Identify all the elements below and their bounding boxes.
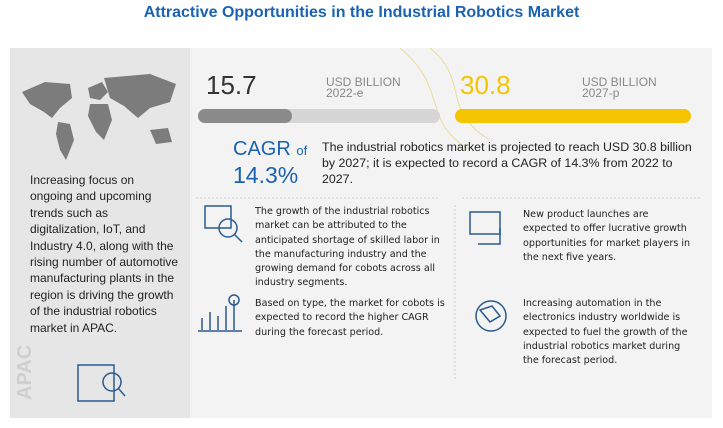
cagr-value: 14.3%	[233, 162, 299, 188]
world-map	[22, 74, 176, 160]
cagr-of: of	[296, 143, 308, 158]
cagr-text: The industrial robotics market is projec…	[322, 140, 692, 186]
region-label: APAC	[14, 344, 36, 400]
stat-unit: USD BILLION	[582, 75, 657, 89]
title: Attractive Opportunities in the Industri…	[143, 4, 580, 21]
point-text: Based on type, the market for cobots is …	[255, 298, 445, 338]
point-text: The growth of the industrial robotics ma…	[255, 206, 440, 289]
stat-year: 2027-p	[582, 86, 620, 100]
left-text: Increasing focus on ongoing and upcoming…	[30, 173, 179, 335]
point-text: Increasing automation in the electronics…	[523, 298, 688, 367]
stat-value: 30.8	[460, 70, 511, 100]
stat-year: 2022-e	[326, 86, 364, 100]
stat-unit: USD BILLION	[326, 75, 401, 89]
cagr: CAGR	[233, 138, 291, 160]
stat-value: 15.7	[206, 70, 257, 100]
cagr-label: CAGR of	[233, 138, 307, 161]
point-text: New product launches are expected to off…	[523, 209, 691, 263]
